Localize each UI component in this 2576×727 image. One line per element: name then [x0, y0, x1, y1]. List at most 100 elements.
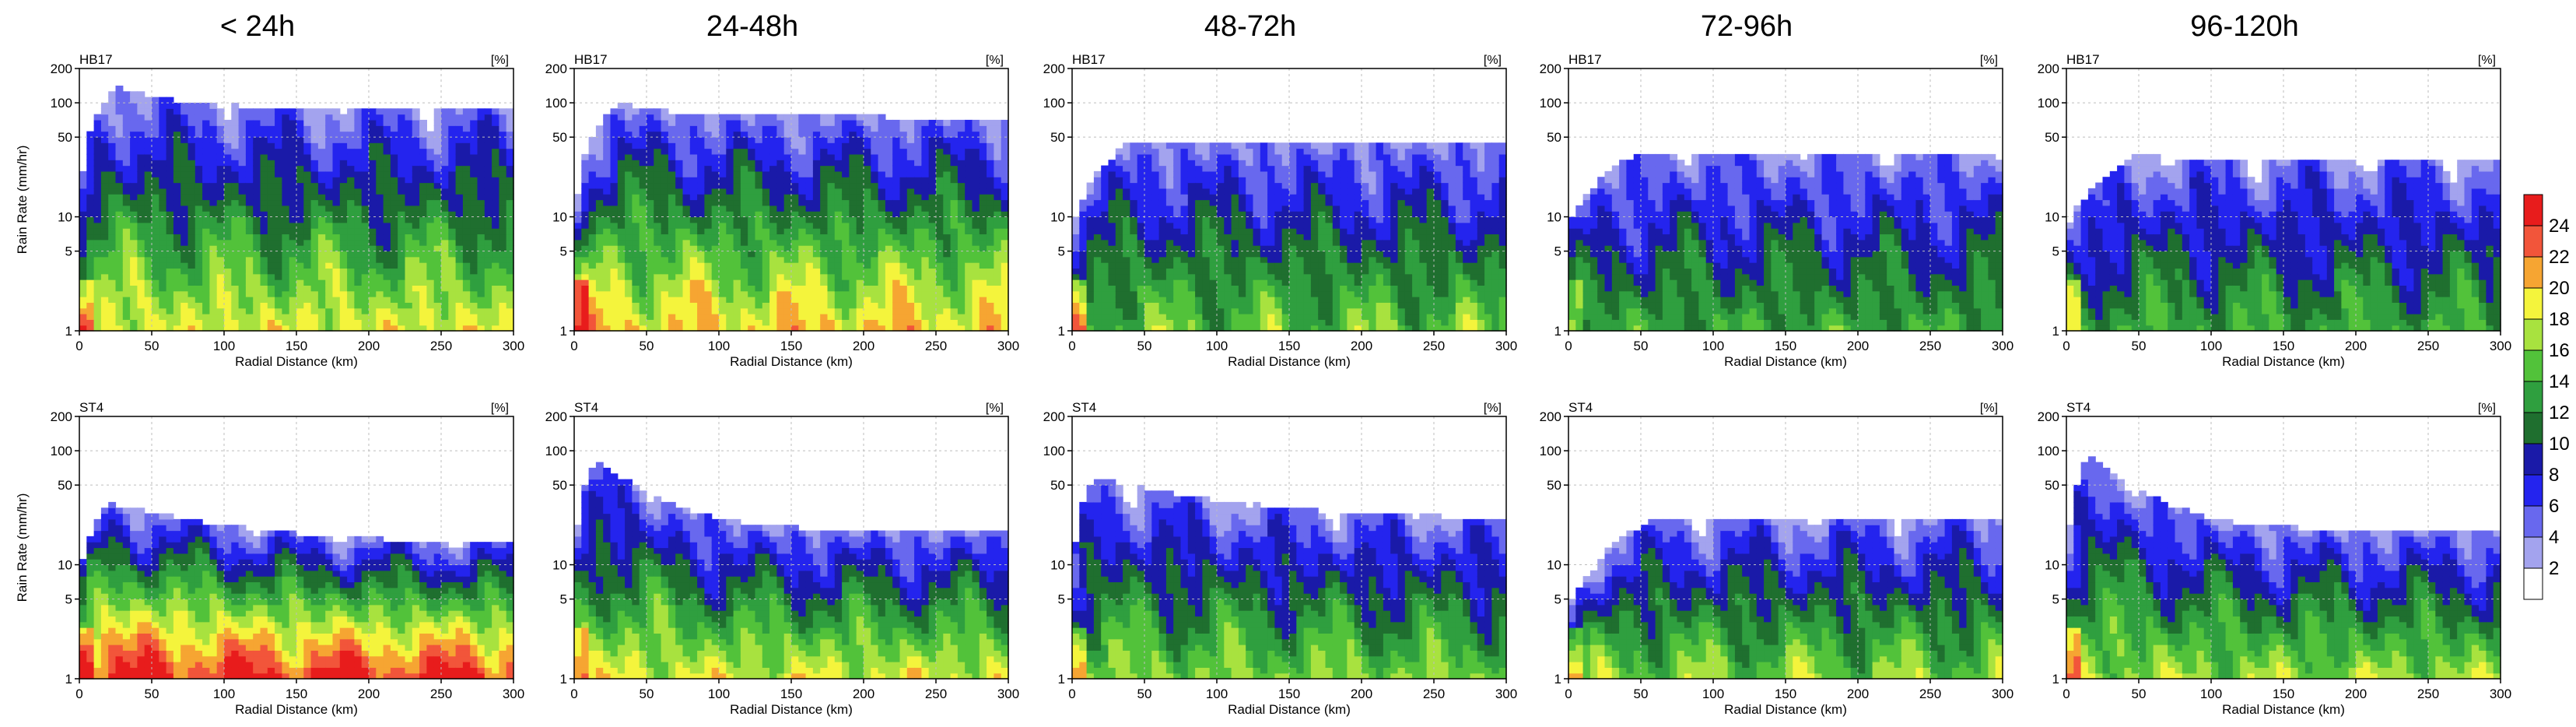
heatmap-cell	[1001, 153, 1009, 160]
heatmap-cell	[455, 279, 464, 286]
heatmap-cell	[224, 262, 232, 269]
heatmap-cell	[697, 160, 705, 167]
heatmap-cell	[654, 131, 662, 138]
heatmap-cell	[1130, 245, 1138, 252]
heatmap-cell	[834, 119, 843, 126]
heatmap-cell	[275, 160, 282, 167]
heatmap-cell	[783, 228, 792, 235]
heatmap-cell	[878, 142, 886, 149]
heatmap-cell	[704, 245, 713, 252]
heatmap-cell	[906, 302, 915, 309]
heatmap-cell	[950, 177, 959, 184]
heatmap-cell	[499, 319, 507, 326]
heatmap-cell	[769, 239, 777, 246]
heatmap-cell	[689, 234, 698, 241]
heatmap-cell	[115, 102, 124, 109]
heatmap-cell	[448, 131, 457, 138]
heatmap-cell	[697, 222, 705, 229]
heatmap-cell	[1130, 165, 1138, 172]
heatmap-cell	[610, 142, 619, 149]
heatmap-cell	[834, 153, 843, 160]
heatmap-cell	[740, 177, 748, 184]
heatmap-cell	[267, 297, 275, 303]
heatmap-cell	[426, 307, 435, 314]
heatmap-cell	[769, 188, 777, 195]
heatmap-cell	[354, 188, 363, 195]
heatmap-cell	[965, 165, 973, 172]
heatmap-cell	[798, 297, 807, 303]
heatmap-cell	[1079, 228, 1088, 235]
heatmap-cell	[755, 188, 763, 195]
heatmap-cell	[820, 194, 829, 201]
heatmap-cell	[617, 199, 626, 206]
heatmap-cell	[965, 228, 973, 235]
heatmap-cell	[661, 136, 669, 143]
heatmap-cell	[689, 170, 698, 177]
heatmap-cell	[762, 222, 770, 229]
heatmap-cell	[776, 216, 785, 223]
heatmap-cell	[441, 285, 449, 292]
heatmap-cell	[682, 142, 691, 149]
heatmap-cell	[383, 182, 391, 189]
heatmap-cell	[317, 279, 326, 286]
heatmap-cell	[632, 239, 640, 246]
heatmap-cell	[943, 279, 952, 286]
heatmap-cell	[499, 205, 507, 212]
heatmap-cell	[639, 256, 647, 263]
heatmap-cell	[726, 205, 734, 212]
heatmap-cell	[632, 268, 640, 275]
heatmap-cell	[1130, 307, 1138, 314]
heatmap-cell	[376, 285, 384, 292]
heatmap-cell	[668, 194, 676, 201]
heatmap-cell	[812, 211, 821, 218]
heatmap-cell	[755, 182, 763, 189]
heatmap-cell	[405, 325, 413, 332]
heatmap-cell	[484, 114, 492, 121]
heatmap-cell	[950, 131, 959, 138]
heatmap-cell	[1101, 182, 1109, 189]
heatmap-cell	[864, 114, 871, 121]
heatmap-cell	[719, 273, 727, 280]
heatmap-cell	[347, 131, 355, 138]
heatmap-cell	[755, 256, 763, 263]
heatmap-cell	[639, 188, 647, 195]
heatmap-cell	[827, 319, 836, 326]
heatmap-cell	[1137, 319, 1145, 326]
heatmap-cell	[1144, 325, 1152, 332]
heatmap-cell	[441, 307, 449, 314]
heatmap-cell	[470, 297, 478, 303]
heatmap-cell	[173, 325, 181, 332]
heatmap-cell	[130, 142, 138, 149]
heatmap-cell	[654, 245, 662, 252]
heatmap-cell	[581, 256, 590, 263]
heatmap-cell	[726, 234, 734, 241]
heatmap-cell	[1130, 239, 1138, 246]
heatmap-cell	[137, 142, 145, 149]
heatmap-cell	[842, 153, 850, 160]
heatmap-cell	[769, 297, 777, 303]
heatmap-cell	[805, 262, 814, 269]
heatmap-cell	[639, 142, 647, 149]
heatmap-cell	[79, 314, 87, 320]
heatmap-cell	[477, 165, 485, 172]
heatmap-cell	[325, 262, 334, 269]
heatmap-cell	[369, 297, 377, 303]
heatmap-cell	[972, 245, 980, 252]
heatmap-cell	[202, 211, 210, 218]
heatmap-cell	[188, 239, 196, 246]
heatmap-cell	[477, 136, 485, 143]
heatmap-cell	[842, 285, 850, 292]
heatmap-cell	[303, 216, 312, 223]
heatmap-cell	[755, 251, 763, 258]
heatmap-cell	[972, 279, 980, 286]
heatmap-cell	[1115, 314, 1123, 320]
heatmap-cell	[195, 234, 203, 241]
heatmap-cell	[914, 307, 922, 314]
heatmap-cell	[506, 211, 514, 218]
heatmap-cell	[310, 114, 319, 121]
heatmap-cell	[152, 216, 159, 223]
heatmap-cell	[921, 268, 930, 275]
heatmap-cell	[130, 211, 138, 218]
heatmap-cell	[798, 165, 807, 172]
heatmap-cell	[289, 199, 297, 206]
